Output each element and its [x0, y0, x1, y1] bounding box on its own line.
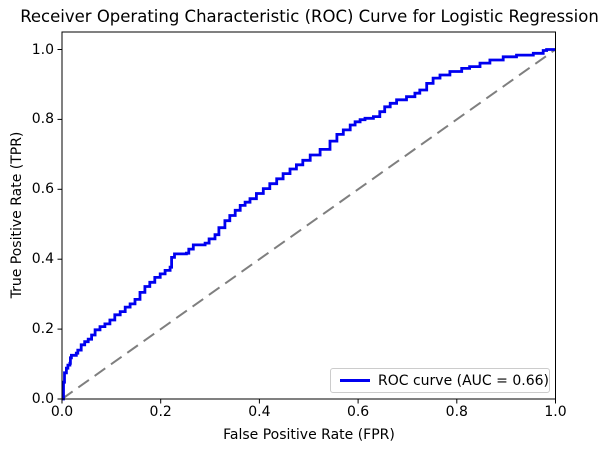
y-tick-label: 0.2	[31, 321, 54, 338]
x-axis-label: False Positive Rate (FPR)	[223, 427, 395, 443]
chart-title: Receiver Operating Characteristic (ROC) …	[20, 7, 599, 26]
y-tick-label: 0.0	[31, 391, 54, 407]
y-tick-label: 0.6	[31, 181, 54, 198]
x-tick-label: 0.0	[50, 404, 74, 420]
chance-diagonal-line	[61, 48, 557, 400]
legend-roc-line-sample	[340, 379, 370, 382]
y-tick-label: 0.8	[31, 111, 54, 128]
x-tick-label: 0.6	[346, 404, 370, 420]
x-tick-label: 1.0	[544, 404, 567, 420]
axes-frame	[61, 31, 556, 400]
x-tick-label: 0.4	[248, 404, 271, 420]
axis-tick-marks	[57, 49, 556, 404]
roc-curve-line	[62, 48, 556, 401]
legend: ROC curve (AUC = 0.66)	[330, 368, 550, 393]
x-tick-label: 0.8	[445, 404, 468, 420]
x-tick-label: 0.2	[149, 404, 172, 420]
y-tick-label: 0.4	[31, 251, 54, 268]
y-tick-label: 1.0	[31, 41, 54, 58]
legend-label: ROC curve (AUC = 0.66)	[378, 372, 549, 389]
y-axis-label: True Positive Rate (TPR)	[9, 131, 25, 299]
